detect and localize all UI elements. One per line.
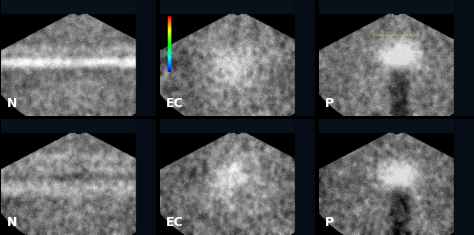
Text: P: P — [325, 216, 334, 229]
Text: EC: EC — [166, 97, 183, 110]
Text: P: P — [325, 97, 334, 110]
Text: N: N — [7, 97, 18, 110]
Text: EC: EC — [166, 216, 183, 229]
Text: N: N — [7, 216, 18, 229]
